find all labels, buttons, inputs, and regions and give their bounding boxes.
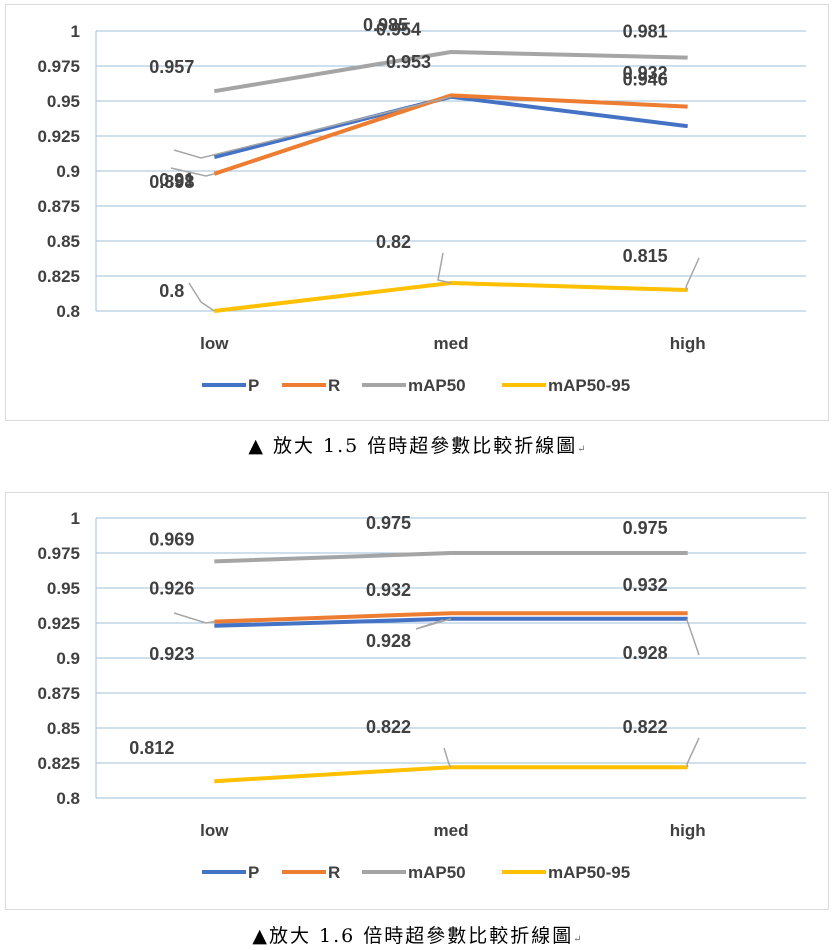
data-label-map50: 0.981 — [623, 22, 668, 42]
line-chart-2: 0.8 0.825 0.85 0.875 0.9 0.925 0.95 0.975 1 low me… — [5, 492, 829, 910]
x-tick-label: med — [434, 821, 469, 840]
return-mark-2: ↵ — [573, 934, 581, 945]
data-label-map50: 0.975 — [366, 513, 411, 533]
caption-2-text: ▲放大 1.6 倍時超參數比較折線圖 — [252, 925, 573, 947]
data-label-map50: 0.985 — [363, 15, 408, 35]
x-tick-label: low — [200, 334, 229, 353]
series-line-p — [214, 97, 687, 157]
y-tick-label: 0.85 — [47, 719, 80, 738]
leader-line — [174, 613, 214, 623]
legend-label-p: P — [248, 376, 259, 395]
x-tick-label: high — [670, 821, 706, 840]
leader-line — [438, 253, 451, 283]
y-tick-label: 0.9 — [56, 649, 80, 668]
data-label-p: 0.928 — [366, 631, 411, 651]
return-mark-1: ↵ — [577, 444, 585, 455]
data-label-map50-95: 0.822 — [623, 717, 668, 737]
data-label-r: 0.946 — [623, 70, 668, 90]
y-tick-label: 0.8 — [56, 789, 80, 808]
leader-line — [189, 283, 214, 311]
series-line-map50 — [214, 553, 687, 561]
data-label-p: 0.928 — [623, 643, 668, 663]
data-label-map50: 0.975 — [623, 518, 668, 538]
y-tick-label: 0.8 — [56, 302, 80, 321]
y-tick-label: 0.975 — [37, 57, 80, 76]
y-tick-label: 0.85 — [47, 232, 80, 251]
x-tick-label: high — [670, 334, 706, 353]
legend-label-r: R — [328, 863, 340, 882]
data-label-map50: 0.969 — [149, 529, 194, 549]
figure-caption-2: ▲放大 1.6 倍時超參數比較折線圖↵ — [0, 921, 834, 948]
series-line-map50 — [214, 52, 687, 91]
y-tick-label: 0.95 — [47, 579, 80, 598]
data-label-r: 0.932 — [623, 575, 668, 595]
x-tick-label: med — [434, 334, 469, 353]
leader-line — [444, 748, 451, 767]
y-tick-label: 0.925 — [37, 127, 80, 146]
data-label-map50-95: 0.812 — [129, 738, 174, 758]
figure-caption-1: ▲ 放大 1.5 倍時超參數比較折線圖↵ — [0, 431, 834, 458]
data-label-map50-95: 0.815 — [623, 246, 668, 266]
data-label-r: 0.926 — [149, 579, 194, 599]
series-line-map50-95 — [214, 283, 687, 311]
y-tick-label: 0.875 — [37, 684, 80, 703]
y-tick-label: 0.925 — [37, 614, 80, 633]
data-label-p: 0.953 — [386, 52, 431, 72]
y-tick-label: 1 — [71, 509, 80, 528]
legend-label-p: P — [248, 863, 259, 882]
y-tick-label: 0.975 — [37, 544, 80, 563]
leader-line — [687, 619, 699, 655]
series-line-r — [214, 95, 687, 173]
leader-line — [686, 258, 699, 290]
legend-label-map50-95: mAP50-95 — [548, 863, 630, 882]
legend-label-r: R — [328, 376, 340, 395]
y-tick-label: 0.825 — [37, 267, 80, 286]
data-label-p: 0.923 — [149, 644, 194, 664]
y-tick-label: 1 — [71, 22, 80, 41]
y-tick-label: 0.825 — [37, 754, 80, 773]
data-label-map50-95: 0.8 — [159, 281, 184, 301]
data-label-map50-95: 0.82 — [376, 232, 411, 252]
line-chart-1-svg: 0.8 0.825 0.85 0.875 0.9 0.925 0.95 0.975 1 low me… — [6, 5, 828, 420]
y-tick-label: 0.95 — [47, 92, 80, 111]
legend-label-map50-95: mAP50-95 — [548, 376, 630, 395]
y-tick-label: 0.9 — [56, 162, 80, 181]
x-tick-label: low — [200, 821, 229, 840]
series-line-map50-95 — [214, 767, 687, 781]
data-label-map50-95: 0.822 — [366, 717, 411, 737]
line-chart-2-svg: 0.8 0.825 0.85 0.875 0.9 0.925 0.95 0.975 1 low me… — [6, 493, 828, 909]
caption-1-text: ▲ 放大 1.5 倍時超參數比較折線圖 — [248, 435, 577, 457]
line-chart-1: 0.8 0.825 0.85 0.875 0.9 0.925 0.95 0.975 1 low me… — [5, 4, 829, 421]
legend-label-map50: mAP50 — [408, 376, 466, 395]
data-label-r: 0.898 — [149, 172, 194, 192]
y-tick-label: 0.875 — [37, 197, 80, 216]
legend-label-map50: mAP50 — [408, 863, 466, 882]
data-label-r: 0.932 — [366, 580, 411, 600]
data-label-map50: 0.957 — [149, 57, 194, 77]
